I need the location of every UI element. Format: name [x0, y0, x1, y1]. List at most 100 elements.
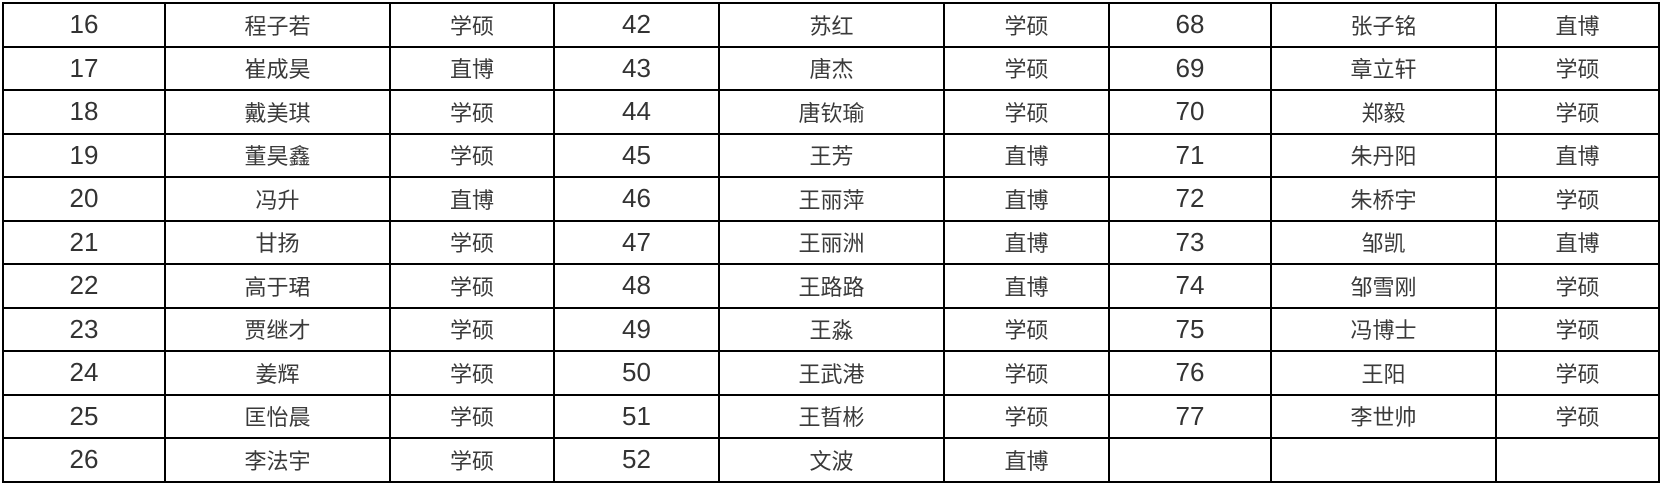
index-cell: 43 — [553, 45, 720, 91]
degree-type-cell: 直博 — [1495, 2, 1660, 48]
degree-type-cell: 学硕 — [389, 132, 555, 178]
index-cell: 77 — [1108, 393, 1272, 439]
degree-type-cell: 直博 — [1495, 219, 1660, 265]
degree-type-cell: 学硕 — [943, 2, 1110, 48]
degree-type-cell: 学硕 — [943, 306, 1110, 352]
name-cell: 王丽洲 — [718, 219, 945, 265]
degree-type-cell: 学硕 — [1495, 306, 1660, 352]
name-cell: 董昊鑫 — [164, 132, 391, 178]
degree-type-cell: 学硕 — [389, 2, 555, 48]
name-cell: 朱丹阳 — [1270, 132, 1497, 178]
degree-type-cell: 学硕 — [389, 350, 555, 396]
index-cell: 49 — [553, 306, 720, 352]
degree-type-cell: 学硕 — [389, 306, 555, 352]
index-cell: 18 — [2, 89, 166, 135]
name-cell: 王路路 — [718, 263, 945, 309]
degree-type-cell: 学硕 — [1495, 176, 1660, 222]
degree-type-cell: 学硕 — [1495, 45, 1660, 91]
name-cell: 匡怡晨 — [164, 393, 391, 439]
index-cell: 75 — [1108, 306, 1272, 352]
degree-type-cell: 学硕 — [943, 45, 1110, 91]
degree-type-cell: 学硕 — [389, 219, 555, 265]
name-cell: 冯升 — [164, 176, 391, 222]
table-row: 25 匡怡晨 学硕 51 王晢彬 学硕 77 李世帅 学硕 — [2, 393, 1660, 439]
degree-type-cell: 学硕 — [943, 89, 1110, 135]
table-row: 21 甘扬 学硕 47 王丽洲 直博 73 邹凯 直博 — [2, 219, 1660, 265]
table-row: 26 李法宇 学硕 52 文波 直博 — [2, 437, 1660, 483]
index-cell: 19 — [2, 132, 166, 178]
index-cell: 76 — [1108, 350, 1272, 396]
index-cell: 46 — [553, 176, 720, 222]
name-cell: 崔成昊 — [164, 45, 391, 91]
name-cell: 戴美琪 — [164, 89, 391, 135]
name-cell: 王淼 — [718, 306, 945, 352]
index-cell: 17 — [2, 45, 166, 91]
degree-type-cell: 学硕 — [1495, 393, 1660, 439]
index-cell: 24 — [2, 350, 166, 396]
index-cell: 71 — [1108, 132, 1272, 178]
degree-type-cell: 直博 — [943, 263, 1110, 309]
index-cell: 26 — [2, 437, 166, 483]
name-cell: 邹凯 — [1270, 219, 1497, 265]
table-row: 20 冯升 直博 46 王丽萍 直博 72 朱桥宇 学硕 — [2, 176, 1660, 222]
table-row: 19 董昊鑫 学硕 45 王芳 直博 71 朱丹阳 直博 — [2, 132, 1660, 178]
index-cell: 47 — [553, 219, 720, 265]
name-cell: 李世帅 — [1270, 393, 1497, 439]
name-cell: 唐钦瑜 — [718, 89, 945, 135]
table-row: 22 高于珺 学硕 48 王路路 直博 74 邹雪刚 学硕 — [2, 263, 1660, 309]
name-cell: 王武港 — [718, 350, 945, 396]
name-cell: 李法宇 — [164, 437, 391, 483]
degree-type-cell: 学硕 — [389, 393, 555, 439]
index-cell: 22 — [2, 263, 166, 309]
degree-type-cell: 直博 — [943, 132, 1110, 178]
index-cell: 50 — [553, 350, 720, 396]
index-cell: 21 — [2, 219, 166, 265]
index-cell: 23 — [2, 306, 166, 352]
index-cell: 51 — [553, 393, 720, 439]
index-cell: 48 — [553, 263, 720, 309]
table-row: 23 贾继才 学硕 49 王淼 学硕 75 冯博士 学硕 — [2, 306, 1660, 352]
index-cell: 52 — [553, 437, 720, 483]
name-cell: 苏红 — [718, 2, 945, 48]
name-cell: 贾继才 — [164, 306, 391, 352]
index-cell: 42 — [553, 2, 720, 48]
index-cell: 45 — [553, 132, 720, 178]
name-cell: 郑毅 — [1270, 89, 1497, 135]
name-cell: 邹雪刚 — [1270, 263, 1497, 309]
name-cell: 王丽萍 — [718, 176, 945, 222]
table-row: 16 程子若 学硕 42 苏红 学硕 68 张子铭 直博 — [2, 2, 1660, 48]
index-cell: 25 — [2, 393, 166, 439]
degree-type-cell: 学硕 — [389, 89, 555, 135]
degree-type-cell: 直博 — [389, 176, 555, 222]
table-row: 24 姜辉 学硕 50 王武港 学硕 76 王阳 学硕 — [2, 350, 1660, 396]
table-row: 17 崔成昊 直博 43 唐杰 学硕 69 章立轩 学硕 — [2, 45, 1660, 91]
index-cell: 70 — [1108, 89, 1272, 135]
index-cell: 72 — [1108, 176, 1272, 222]
name-cell — [1270, 437, 1497, 483]
degree-type-cell: 学硕 — [389, 437, 555, 483]
name-cell: 王芳 — [718, 132, 945, 178]
name-cell: 唐杰 — [718, 45, 945, 91]
index-cell: 68 — [1108, 2, 1272, 48]
name-cell: 章立轩 — [1270, 45, 1497, 91]
degree-type-cell: 学硕 — [1495, 350, 1660, 396]
index-cell: 69 — [1108, 45, 1272, 91]
degree-type-cell: 学硕 — [943, 393, 1110, 439]
name-cell: 高于珺 — [164, 263, 391, 309]
name-cell: 姜辉 — [164, 350, 391, 396]
index-cell — [1108, 437, 1272, 483]
degree-type-cell: 学硕 — [1495, 263, 1660, 309]
index-cell: 20 — [2, 176, 166, 222]
degree-type-cell: 学硕 — [943, 350, 1110, 396]
degree-type-cell — [1495, 437, 1660, 483]
degree-type-cell: 学硕 — [389, 263, 555, 309]
degree-type-cell: 学硕 — [1495, 89, 1660, 135]
degree-type-cell: 直博 — [943, 176, 1110, 222]
name-cell: 张子铭 — [1270, 2, 1497, 48]
index-cell: 74 — [1108, 263, 1272, 309]
index-cell: 73 — [1108, 219, 1272, 265]
degree-type-cell: 直博 — [943, 219, 1110, 265]
name-cell: 王晢彬 — [718, 393, 945, 439]
